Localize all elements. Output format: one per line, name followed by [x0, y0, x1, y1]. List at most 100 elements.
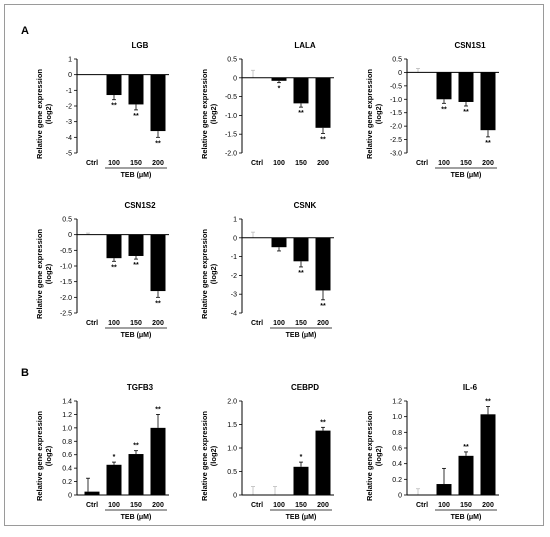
y-tick-label: 0 [68, 232, 72, 239]
bar [128, 234, 144, 256]
x-tick-label: 200 [317, 320, 329, 327]
x-tick-label: 100 [273, 160, 285, 167]
x-tick-label: Ctrl [251, 320, 263, 327]
bar [315, 77, 331, 128]
chart-lala: LALA Relative gene expression (log2) 0.5 0… [200, 41, 375, 195]
x-tick-label: 150 [130, 502, 142, 509]
bar [293, 237, 309, 262]
y-tick-label: -1 [231, 254, 237, 261]
bar [150, 427, 166, 495]
x-tick-label: 100 [108, 160, 120, 167]
x-tick-label: Ctrl [251, 502, 263, 509]
x-tick-label: 200 [317, 502, 329, 509]
y-tick-label: -3 [231, 292, 237, 299]
y-tick-label: 0.2 [392, 477, 402, 484]
significance-marker: ** [298, 270, 304, 277]
y-tick-label: -2 [231, 273, 237, 280]
x-tick-label: 150 [460, 502, 472, 509]
y-tick-label: 1.4 [62, 399, 72, 406]
bar [150, 234, 166, 292]
chart-il6: IL-6 Relative gene expression (log2) 0 0.2… [365, 383, 540, 537]
panel-label-b: B [21, 367, 29, 379]
bar [315, 237, 331, 291]
bar [436, 72, 452, 100]
y-tick-label: 0 [68, 72, 72, 79]
y-tick-label: 1.0 [62, 425, 72, 432]
significance-marker: ** [155, 406, 161, 413]
x-tick-label: 100 [108, 320, 120, 327]
bar [436, 484, 452, 495]
bar [150, 74, 166, 132]
y-tick-label: -2 [66, 104, 72, 111]
x-tick-label: Ctrl [86, 160, 98, 167]
significance-marker: * [300, 454, 303, 461]
x-tick-label: 100 [438, 160, 450, 167]
panel-label-a: A [21, 25, 29, 37]
bar [271, 237, 287, 248]
y-tick-label: -1.5 [390, 110, 402, 117]
x-tick-label: 150 [295, 160, 307, 167]
x-tick-label: 150 [130, 160, 142, 167]
y-tick-label: -3 [66, 119, 72, 126]
bar [458, 455, 474, 495]
y-tick-label: 0 [233, 235, 237, 242]
x-tick-label: 100 [273, 502, 285, 509]
chart-title: CEBPD [290, 383, 319, 392]
chart-csn1s2: CSN1S2 Relative gene expression (log2) 0.… [35, 201, 210, 355]
y-tick-label: 0 [233, 75, 237, 82]
significance-marker: ** [320, 303, 326, 310]
chart-title: CSN1S1 [454, 41, 486, 50]
y-tick-label: 1.2 [62, 412, 72, 419]
significance-marker: ** [298, 110, 304, 117]
x-tick-label: 200 [152, 320, 164, 327]
chart-title: CSNK [293, 201, 317, 210]
bar [106, 74, 122, 96]
bar [106, 234, 122, 259]
bar [84, 491, 100, 495]
bar [480, 72, 496, 131]
y-tick-label: 0.6 [392, 446, 402, 453]
bar [480, 414, 496, 495]
y-tick-label: 1.0 [392, 414, 402, 421]
significance-marker: ** [485, 140, 491, 147]
bar [458, 72, 474, 102]
significance-marker: ** [111, 264, 117, 271]
x-tick-label: 200 [317, 160, 329, 167]
x-tick-label: Ctrl [416, 502, 428, 509]
y-tick-label: -1.0 [390, 97, 402, 104]
x-axis-label: TEB (μM) [451, 172, 482, 179]
significance-marker: ** [463, 444, 469, 451]
x-axis-label: TEB (μM) [121, 514, 152, 521]
x-tick-label: Ctrl [416, 160, 428, 167]
x-axis-label: TEB (μM) [451, 514, 482, 521]
significance-marker: ** [320, 136, 326, 143]
x-axis-label: TEB (μM) [286, 514, 317, 521]
significance-marker: ** [155, 300, 161, 307]
x-tick-label: Ctrl [86, 502, 98, 509]
y-tick-label: -1 [66, 88, 72, 95]
y-tick-label: 0 [233, 493, 237, 500]
significance-marker: ** [485, 398, 491, 405]
x-tick-label: 150 [295, 502, 307, 509]
significance-marker: * [113, 454, 116, 461]
figure: A B LGB Relative gene expression (log2) 1… [4, 4, 544, 526]
x-tick-label: 200 [152, 160, 164, 167]
significance-marker: ** [111, 103, 117, 110]
y-tick-label: -2.5 [60, 311, 72, 318]
y-tick-label: 2.0 [227, 399, 237, 406]
chart-plot: 00.20.40.60.81.01.21.4*****Ctrl 100 150 200… [62, 399, 169, 521]
x-tick-label: 100 [273, 320, 285, 327]
y-tick-label: 0.4 [62, 466, 72, 473]
y-tick-label: 0.2 [62, 479, 72, 486]
x-axis-label: TEB (μM) [121, 332, 152, 339]
y-tick-label: -4 [66, 135, 72, 142]
significance-marker: ** [133, 443, 139, 450]
chart-title: TGFB3 [126, 383, 154, 392]
chart-title: CSN1S2 [124, 201, 156, 210]
x-tick-label: 100 [438, 502, 450, 509]
bar [293, 466, 309, 495]
significance-marker: ** [320, 419, 326, 426]
